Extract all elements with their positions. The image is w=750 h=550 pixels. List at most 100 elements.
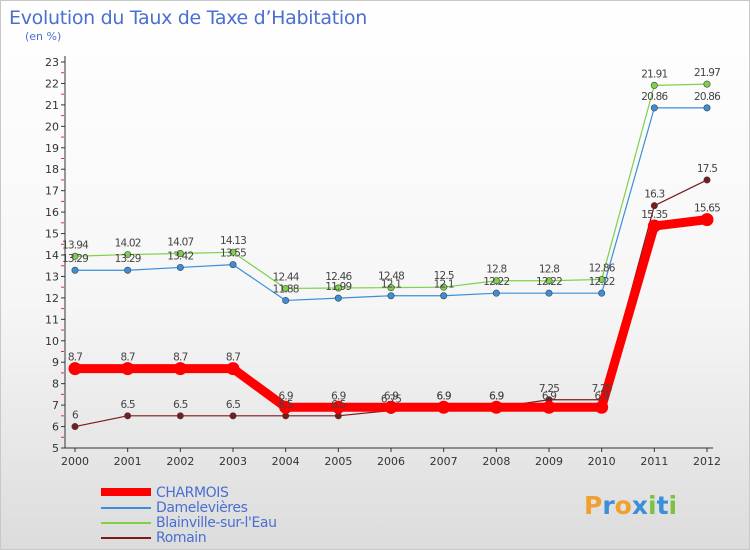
data-label-2: 14.02 bbox=[115, 238, 141, 250]
y-tick-label: 19 bbox=[45, 142, 59, 155]
legend-label-damelevieres: Damelevières bbox=[156, 500, 248, 516]
data-label-0: 8.7 bbox=[68, 352, 82, 364]
series-point-0 bbox=[279, 400, 293, 414]
y-tick-label: 14 bbox=[45, 249, 59, 262]
data-label-2: 12.5 bbox=[434, 270, 454, 282]
data-label-3: 6.5 bbox=[279, 399, 293, 411]
x-tick-label: 2008 bbox=[482, 455, 510, 468]
logo-letter: o bbox=[614, 491, 632, 520]
series-point-2 bbox=[282, 284, 290, 292]
legend-label-charmois: CHARMOIS bbox=[156, 485, 229, 501]
legend-swatch-damelevieres bbox=[101, 507, 151, 509]
data-label-1: 13.29 bbox=[62, 253, 88, 265]
x-tick-label: 2012 bbox=[693, 455, 721, 468]
legend-swatch-charmois bbox=[101, 488, 151, 496]
data-label-0: 15.65 bbox=[694, 203, 720, 215]
series-point-2 bbox=[703, 80, 711, 88]
series-point-0 bbox=[68, 362, 82, 376]
y-tick-label: 6 bbox=[52, 421, 59, 434]
data-label-0: 8.7 bbox=[121, 352, 135, 364]
data-label-1: 12.22 bbox=[589, 276, 615, 288]
data-label-2: 12.8 bbox=[539, 264, 559, 276]
data-label-1: 12.1 bbox=[381, 279, 401, 291]
data-label-2: 13.94 bbox=[62, 239, 89, 251]
data-label-1: 11.88 bbox=[273, 283, 299, 295]
x-tick-label: 2001 bbox=[114, 455, 142, 468]
series-point-1 bbox=[440, 292, 448, 300]
data-label-3: 6.75 bbox=[381, 393, 401, 405]
logo-letter: t bbox=[656, 491, 669, 520]
data-label-1: 13.29 bbox=[115, 253, 141, 265]
data-label-3: 6.9 bbox=[489, 390, 503, 402]
proxiti-logo: Proxiti bbox=[584, 491, 677, 520]
data-label-3: 7.25 bbox=[539, 383, 559, 395]
x-tick-label: 2004 bbox=[272, 455, 300, 468]
data-label-2: 14.13 bbox=[220, 235, 246, 247]
data-label-3: 6.5 bbox=[173, 399, 187, 411]
series-point-2 bbox=[650, 81, 658, 89]
x-tick-label: 2005 bbox=[324, 455, 352, 468]
x-tick-label: 2010 bbox=[588, 455, 616, 468]
data-label-2: 12.48 bbox=[378, 271, 404, 283]
data-label-2: 12.86 bbox=[589, 262, 616, 274]
data-label-1: 11.99 bbox=[325, 281, 351, 293]
y-tick-label: 11 bbox=[45, 313, 59, 326]
logo-letter: i bbox=[668, 491, 678, 520]
data-label-0: 6.9 bbox=[595, 390, 609, 402]
series-point-2 bbox=[492, 277, 500, 285]
series-point-1 bbox=[176, 263, 184, 271]
data-label-0: 15.35 bbox=[641, 209, 667, 221]
data-label-0: 6.9 bbox=[331, 390, 345, 402]
y-tick-label: 7 bbox=[52, 399, 59, 412]
series-point-2 bbox=[176, 249, 184, 257]
legend-swatch-blainville bbox=[101, 522, 151, 524]
x-tick-label: 2007 bbox=[430, 455, 458, 468]
data-label-1: 13.42 bbox=[167, 250, 193, 262]
data-label-1: 12.22 bbox=[536, 276, 562, 288]
series-point-1 bbox=[650, 104, 658, 112]
data-label-3: 16.3 bbox=[644, 189, 664, 201]
series-point-3 bbox=[71, 423, 79, 431]
series-point-0 bbox=[437, 400, 451, 414]
data-label-1: 20.86 bbox=[694, 91, 721, 103]
series-point-3 bbox=[650, 202, 658, 210]
series-point-1 bbox=[334, 294, 342, 302]
series-point-0 bbox=[489, 400, 503, 414]
chart-title: Evolution du Taux de Taxe d’Habitation bbox=[9, 7, 367, 29]
logo-letter: r bbox=[602, 491, 615, 520]
data-label-1: 12.1 bbox=[434, 279, 454, 291]
data-label-0: 8.7 bbox=[173, 352, 187, 364]
series-point-0 bbox=[384, 400, 398, 414]
data-label-0: 6.9 bbox=[437, 390, 451, 402]
series-point-1 bbox=[71, 266, 79, 274]
series-point-2 bbox=[124, 251, 132, 259]
y-tick-label: 10 bbox=[45, 335, 59, 348]
series-point-1 bbox=[282, 296, 290, 304]
legend-label-blainville: Blainville-sur-l'Eau bbox=[156, 515, 277, 531]
y-tick-label: 15 bbox=[45, 228, 59, 241]
data-label-2: 12.44 bbox=[273, 271, 300, 283]
series-point-0 bbox=[647, 219, 661, 233]
logo-letter: i bbox=[648, 491, 657, 520]
y-unit-label: (en %) bbox=[25, 30, 62, 43]
y-tick-label: 16 bbox=[45, 206, 59, 219]
x-tick-label: 2003 bbox=[219, 455, 247, 468]
data-label-2: 12.8 bbox=[486, 264, 506, 276]
x-tick-label: 2000 bbox=[61, 455, 89, 468]
data-label-2: 12.46 bbox=[325, 271, 352, 283]
series-point-1 bbox=[703, 104, 711, 112]
series-point-2 bbox=[387, 284, 395, 292]
series-point-2 bbox=[440, 283, 448, 291]
y-tick-label: 8 bbox=[52, 378, 59, 391]
y-tick-label: 13 bbox=[45, 270, 59, 283]
data-label-3: 6 bbox=[72, 410, 79, 422]
y-tick-label: 9 bbox=[52, 356, 59, 369]
data-label-2: 14.07 bbox=[167, 236, 193, 248]
data-label-3: 17.5 bbox=[697, 163, 717, 175]
series-point-2 bbox=[545, 277, 553, 285]
data-label-3: 6.5 bbox=[331, 399, 345, 411]
data-label-0: 6.9 bbox=[542, 390, 556, 402]
data-label-3: 7.25 bbox=[592, 383, 612, 395]
